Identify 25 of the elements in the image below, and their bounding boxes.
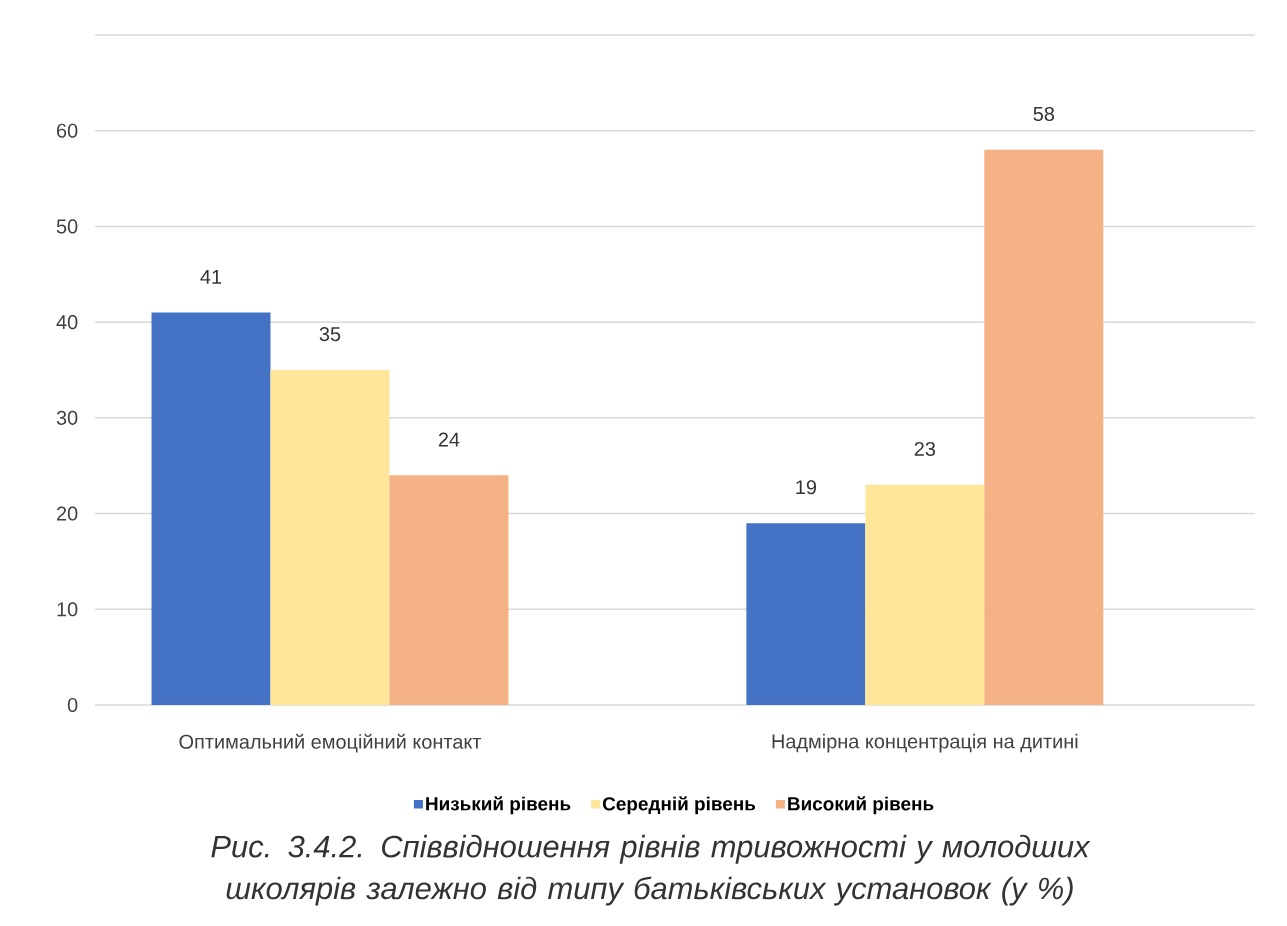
bar	[865, 484, 985, 705]
y-tick-label: 40	[56, 315, 78, 330]
data-label: 23	[914, 441, 936, 456]
y-tick-label: 30	[56, 410, 78, 425]
legend-label: Середній рівень	[602, 796, 756, 815]
data-label: 19	[796, 480, 817, 495]
data-label: 35	[319, 327, 341, 342]
y-tick-label: 50	[56, 219, 78, 234]
bar	[984, 149, 1104, 705]
bar	[389, 475, 509, 705]
legend-label: Низький рівень	[426, 796, 571, 815]
legend-label: Високий рівень	[788, 796, 934, 815]
y-tick-label: 20	[57, 506, 78, 521]
bar	[746, 523, 866, 705]
y-tick-label: 0	[67, 697, 78, 713]
x-tick-label: Оптимальний емоційний контакт	[179, 733, 482, 753]
data-label: 24	[438, 432, 460, 447]
data-label: 58	[1033, 106, 1055, 121]
bar	[151, 312, 271, 705]
y-tick-label: 60	[57, 123, 78, 138]
x-tick-label: Надмірна концентрація на дитині	[772, 733, 1078, 753]
text: Рис. 3.4.2. Співвідношення рівнів тривожності у молодших школярів залежно від типу батьківських установок (у %)	[211, 834, 1091, 906]
bar	[270, 369, 390, 705]
data-label: 41	[200, 270, 222, 284]
y-tick-label: 10	[57, 602, 78, 617]
